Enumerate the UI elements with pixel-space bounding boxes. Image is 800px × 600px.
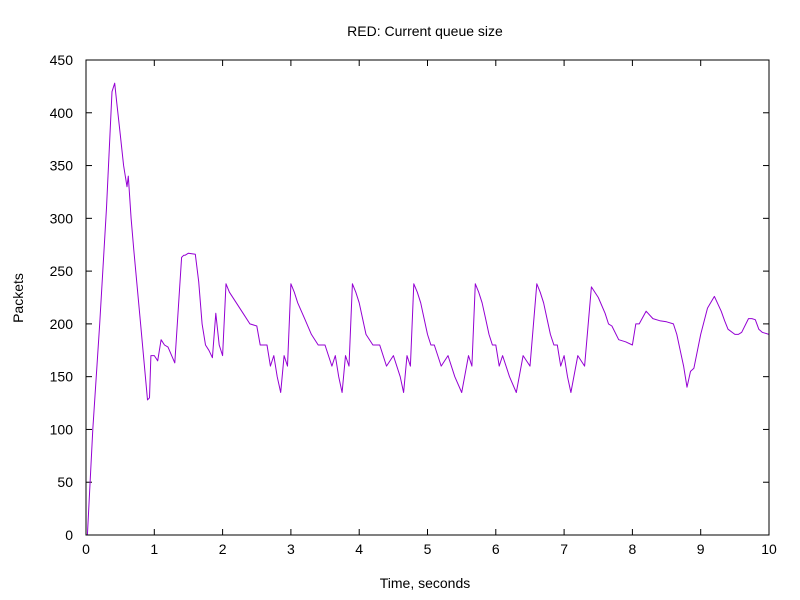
x-tick-label: 2 (219, 541, 227, 557)
plot-frame (85, 59, 770, 536)
x-tick-label: 8 (629, 541, 637, 557)
x-tick-label: 10 (761, 541, 777, 557)
y-tick-label: 300 (50, 210, 74, 226)
x-tick-label: 7 (560, 541, 568, 557)
chart-title: RED: Current queue size (347, 23, 503, 39)
y-tick-label: 0 (65, 527, 73, 543)
x-tick-label: 4 (355, 541, 363, 557)
y-tick-label: 100 (50, 421, 74, 437)
y-tick-label: 150 (50, 369, 74, 385)
x-tick-label: 3 (287, 541, 295, 557)
y-axis-label: Packets (10, 273, 26, 323)
y-tick-label: 50 (57, 474, 73, 490)
x-tick-label: 1 (150, 541, 158, 557)
y-tick-label: 400 (50, 105, 74, 121)
series-line (86, 82, 770, 536)
x-tick-label: 9 (697, 541, 705, 557)
x-tick-label: 5 (424, 541, 432, 557)
y-tick-label: 350 (50, 158, 74, 174)
y-tick-label: 450 (50, 52, 74, 68)
y-tick-label: 250 (50, 263, 74, 279)
data-series (86, 82, 770, 536)
x-tick-label: 0 (82, 541, 90, 557)
y-tick-label: 200 (50, 316, 74, 332)
x-axis-label: Time, seconds (380, 575, 471, 591)
x-tick-label: 6 (492, 541, 500, 557)
